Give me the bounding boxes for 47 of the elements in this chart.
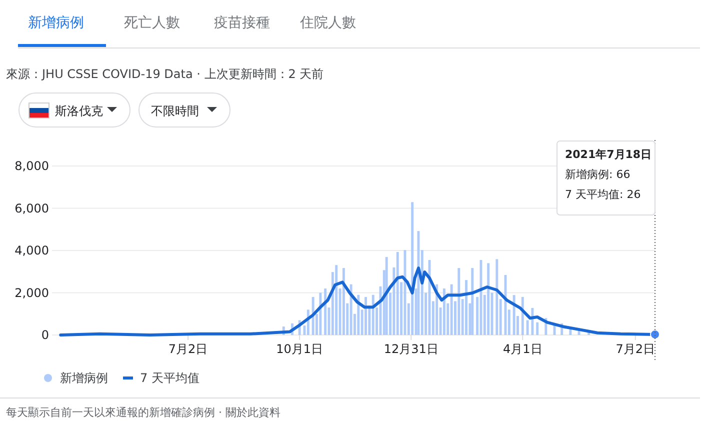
text: 死亡人數 <box>124 15 180 31</box>
bar <box>319 292 322 335</box>
x-tick-label: 12月31日 <box>384 342 438 356</box>
bar <box>458 268 460 335</box>
bar <box>487 263 490 335</box>
x-tick-label: 7月2日 <box>616 342 656 356</box>
annotation: 7 天平均值: 26 <box>565 188 641 201</box>
bar <box>335 265 338 335</box>
text: 斯洛伐克 <box>55 104 103 118</box>
y-tick-label: 8,000 <box>14 159 49 173</box>
text: 每天顯示自前一天以來通報的新增確診病例 · 關於此資料 <box>6 406 280 419</box>
bar <box>342 268 345 335</box>
x-tick-label: 10月1日 <box>276 342 324 356</box>
bar <box>480 260 482 335</box>
bar <box>526 320 529 335</box>
bar <box>536 322 539 335</box>
text: 不限時間 <box>151 104 199 118</box>
text: 新增病例 <box>28 15 84 31</box>
text: 住院人數 <box>299 15 356 31</box>
bar <box>411 202 414 335</box>
bar <box>512 295 516 335</box>
legend-label: 7 天平均值 <box>140 371 200 385</box>
text: 2021年7月18日 <box>565 148 652 161</box>
bar <box>396 252 399 335</box>
bar <box>372 294 374 335</box>
x-tick-label: 7月2日 <box>168 342 208 356</box>
bar <box>364 296 367 335</box>
text: 來源：JHU CSSE COVID-19 Data · 上次更新時間：2 天前 <box>6 67 324 81</box>
bar <box>471 268 474 335</box>
bar <box>324 288 327 335</box>
bar <box>350 284 352 335</box>
annotation: 新增病例: 66 <box>565 168 630 181</box>
bar <box>442 288 446 335</box>
text: 疫苗接種 <box>214 15 270 31</box>
bar <box>417 231 420 335</box>
y-tick-label: 2,000 <box>14 286 49 300</box>
bar <box>385 257 388 335</box>
y-tick-label: 0 <box>41 328 49 342</box>
bar <box>357 294 360 335</box>
legend-新增病例: 新增病例 <box>44 371 108 385</box>
bar <box>496 259 498 335</box>
bar <box>465 280 468 335</box>
legend-label: 新增病例 <box>60 371 108 385</box>
bar <box>450 284 453 335</box>
x-tick-label: 4月1日 <box>502 342 542 356</box>
y-tick-label: 4,000 <box>14 244 49 258</box>
y-tick-label: 6,000 <box>14 201 49 216</box>
